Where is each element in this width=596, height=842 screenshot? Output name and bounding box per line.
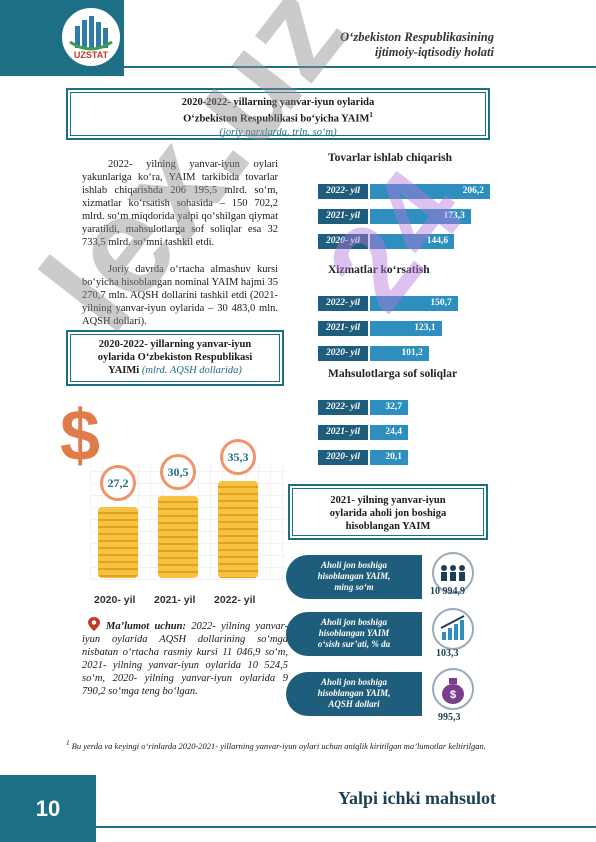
bar-row: 2022- yil 150,7: [318, 296, 498, 311]
bar-chart-title: Mahsulotlarga sof soliqlar: [328, 368, 458, 380]
coin-value-label: 27,2: [100, 464, 136, 501]
usd-line3-text: YAIMi: [108, 365, 140, 376]
title-sup: 1: [369, 111, 373, 119]
money-bag-icon: $: [432, 668, 474, 710]
bar: 32,7: [370, 400, 408, 415]
header-line1: O‘zbekiston Respublikasining: [340, 30, 494, 44]
title-box: 2020-2022- yillarning yanvar-iyun oylari…: [66, 88, 490, 140]
coin-stack: [98, 506, 138, 578]
per-capita-line1: 2021- yilning yanvar-iyun: [330, 495, 446, 506]
coin-stack: [158, 496, 198, 578]
bar-category-label: 2022- yil: [318, 400, 368, 415]
bar-row: 2022- yil 32,7: [318, 400, 498, 415]
title-line1: 2020-2022- yillarning yanvar-iyun oylari…: [181, 97, 375, 108]
title-subtitle: (joriy narxlarda, trln. so‘m): [219, 126, 337, 138]
usd-line2: oylarida O‘zbekiston Respublikasi: [97, 352, 253, 363]
bar: 173,3: [370, 209, 471, 224]
per-capita-box: 2021- yilning yanvar-iyun oylarida aholi…: [288, 484, 488, 540]
bar-row: 2021- yil 173,3: [318, 209, 498, 224]
bar: 24,4: [370, 425, 408, 440]
coin-stack: [218, 481, 258, 578]
usd-subtitle: (mlrd. AQSH dollarida): [141, 365, 242, 376]
usd-box: 2020-2022- yillarning yanvar-iyun oylari…: [66, 330, 284, 386]
paragraph-2: Joriy davrda o‘rtacha almashuv kursi bo‘…: [82, 264, 278, 327]
coin-year-label: 2021- yil: [154, 594, 196, 606]
bar-chart-title: Xizmatlar ko‘rsatish: [328, 264, 430, 276]
header-rule: [124, 66, 596, 68]
bar-category-label: 2020- yil: [318, 450, 368, 465]
bar: 101,2: [370, 346, 429, 361]
bar-chart-title: Tovarlar ishlab chiqarish: [328, 152, 452, 164]
pill-1-line2: hisoblangan YAIM,: [317, 571, 391, 581]
pill-3: Aholi jon boshiga hisoblangan YAIM, AQSH…: [286, 672, 422, 716]
bar: 150,7: [370, 296, 458, 311]
bar-category-label: 2022- yil: [318, 184, 368, 199]
bar: 20,1: [370, 450, 408, 465]
footnote-sup: 1: [66, 739, 70, 747]
header-line2: ijtimoiy-iqtisodiy holati: [374, 45, 494, 59]
info-text: 2022- yilning yanvar-iyun oylarida AQSH …: [82, 621, 288, 697]
pill-2-line3: o‘sish sur’ati, % da: [317, 639, 391, 649]
bar-category-label: 2021- yil: [318, 425, 368, 440]
pill-2-line2: hisoblangan YAIM: [318, 628, 390, 638]
footer-title: Yalpi ichki mahsulot: [337, 788, 496, 808]
pill-2: Aholi jon boshiga hisoblangan YAIM o‘sis…: [286, 612, 422, 656]
bar-category-label: 2021- yil: [318, 321, 368, 336]
footnote: 1 Bu yerda va keyingi o‘rinlarda 2020-20…: [66, 738, 490, 752]
usd-line1: 2020-2022- yillarning yanvar-iyun: [98, 339, 252, 350]
logo-text: UZSTAT: [73, 50, 109, 60]
coin-year-label: 2020- yil: [94, 594, 136, 606]
bar-category-label: 2022- yil: [318, 296, 368, 311]
footer-rule: [96, 826, 596, 828]
bar: 123,1: [370, 321, 442, 336]
bar-row: 2020- yil 20,1: [318, 450, 498, 465]
bar-row: 2020- yil 144,6: [318, 234, 498, 249]
uzstat-logo: UZSTAT: [60, 6, 122, 68]
bar-row: 2021- yil 123,1: [318, 321, 498, 336]
pill-3-line1: Aholi jon boshiga: [320, 677, 388, 687]
per-capita-line2: oylarida aholi jon boshiga: [329, 508, 447, 519]
coin-value-label: 30,5: [160, 454, 196, 491]
svg-text:$: $: [450, 689, 456, 701]
pill-1: Aholi jon boshiga hisoblangan YAIM, ming…: [286, 555, 422, 599]
bar-category-label: 2021- yil: [318, 209, 368, 224]
bar-category-label: 2020- yil: [318, 234, 368, 249]
pill-3-line2: hisoblangan YAIM,: [317, 688, 391, 698]
pill-1-value: 10 994,9: [430, 586, 465, 597]
pill-2-line1: Aholi jon boshiga: [320, 617, 388, 627]
bar-row: 2021- yil 24,4: [318, 425, 498, 440]
title-line2: O‘zbekiston Respublikasi bo‘yicha YAIM1: [77, 109, 479, 126]
coin-year-label: 2022- yil: [214, 594, 256, 606]
footnote-text: Bu yerda va keyingi o‘rinlarda 2020-2021…: [71, 740, 486, 751]
info-label: Ma’lumot uchun:: [106, 621, 186, 632]
coin-value-label: 35,3: [220, 439, 256, 476]
bar-category-label: 2020- yil: [318, 346, 368, 361]
pill-1-line1: Aholi jon boshiga: [320, 560, 388, 570]
building-chart-icon: [69, 16, 113, 51]
pill-3-line3: AQSH dollari: [328, 699, 380, 709]
paragraph-1: 2022- yilning yanvar-iyun oylari yakunla…: [82, 159, 278, 248]
bar-row: 2020- yil 101,2: [318, 346, 498, 361]
growth-chart-icon: [432, 608, 474, 650]
location-pin-icon: [86, 616, 102, 632]
page-number: 10: [0, 775, 96, 842]
bar-row: 2022- yil 206,2: [318, 184, 498, 199]
pill-3-value: 995,3: [438, 712, 461, 723]
bar: 206,2: [370, 184, 490, 199]
info-note: Ma’lumot uchun: 2022- yilning yanvar-iyu…: [82, 620, 288, 698]
bar: 144,6: [370, 234, 455, 249]
pill-1-line3: ming so‘m: [334, 582, 374, 592]
people-icon: [432, 552, 474, 594]
title-line2-text: O‘zbekiston Respublikasi bo‘yicha YAIM: [183, 113, 370, 125]
pill-2-value: 103,3: [436, 648, 459, 659]
per-capita-line3: hisoblangan YAIM: [345, 521, 431, 532]
usd-line3: YAIMi (mlrd. AQSH dollarida): [77, 364, 273, 377]
